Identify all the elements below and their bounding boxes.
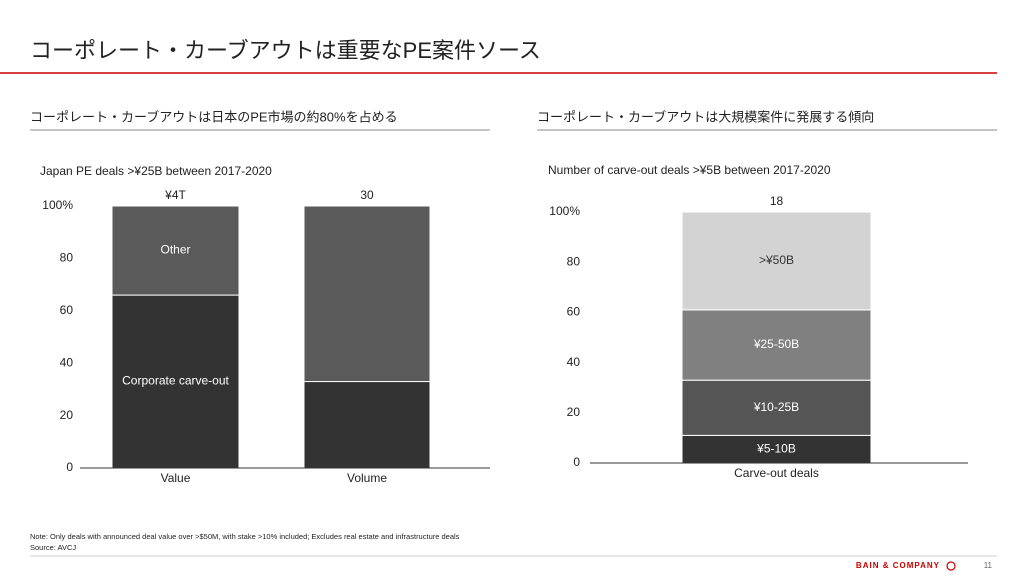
x-tick-label: Volume	[347, 471, 387, 485]
total-label: 18	[770, 194, 784, 208]
bar-segment	[303, 205, 431, 383]
x-tick-label: Value	[161, 471, 191, 485]
chart-heading: コーポレート・カーブアウトは大規模案件に発展する傾向	[537, 109, 874, 124]
segment-label: Other	[160, 243, 190, 257]
y-tick-label: 60	[60, 303, 74, 317]
bar-segment	[303, 381, 431, 469]
bar-segment	[111, 294, 240, 469]
chart-subtitle: Japan PE deals >¥25B between 2017-2020	[40, 164, 272, 178]
total-label: ¥4T	[164, 188, 186, 202]
footer-logo	[946, 561, 956, 571]
y-tick-label: 20	[567, 405, 581, 419]
note: Note: Only deals with announced deal val…	[30, 532, 460, 541]
segment-label: >¥50B	[759, 253, 794, 267]
footer-brand: BAIN & COMPANY	[856, 561, 940, 570]
y-tick-label: 0	[573, 455, 580, 469]
segment-label: ¥25-50B	[753, 337, 799, 351]
slide-title: コーポレート・カーブアウトは重要なPE案件ソース	[30, 38, 541, 63]
chart-subtitle: Number of carve-out deals >¥5B between 2…	[548, 163, 831, 177]
x-tick-label: Carve-out deals	[734, 466, 819, 480]
y-tick-label: 60	[567, 305, 581, 319]
y-tick-label: 80	[567, 254, 581, 268]
y-tick-label: 100%	[42, 198, 73, 212]
total-label: 30	[360, 188, 374, 202]
y-tick-label: 0	[66, 460, 73, 474]
y-tick-label: 20	[60, 408, 74, 422]
y-tick-label: 40	[567, 355, 581, 369]
segment-label: ¥10-25B	[753, 400, 799, 414]
segment-label: ¥5-10B	[756, 441, 796, 455]
y-tick-label: 100%	[549, 204, 580, 218]
segment-label: Corporate carve-out	[122, 374, 229, 388]
y-tick-label: 40	[60, 355, 74, 369]
bar-segment	[111, 205, 240, 296]
page-number: 11	[984, 561, 993, 570]
y-tick-label: 80	[60, 251, 74, 265]
bar-segment	[681, 211, 872, 311]
chart-heading: コーポレート・カーブアウトは日本のPE市場の約80%を占める	[30, 109, 398, 124]
source: Source: AVCJ	[30, 543, 76, 552]
